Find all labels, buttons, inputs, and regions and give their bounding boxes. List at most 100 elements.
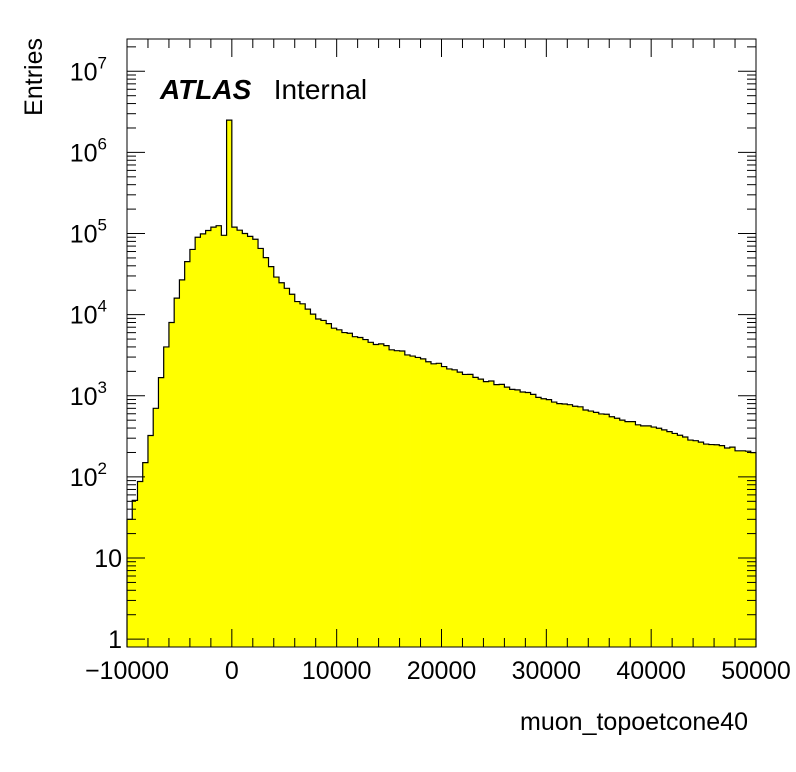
histogram-bar xyxy=(237,230,243,647)
histogram-bar xyxy=(352,336,359,647)
histogram-bar xyxy=(174,298,180,647)
histogram-bar xyxy=(703,444,710,647)
histogram-bar xyxy=(436,363,442,647)
histogram-bar xyxy=(572,406,579,647)
histogram-bar xyxy=(221,235,227,648)
histogram-bar xyxy=(493,384,500,647)
histogram-bar xyxy=(389,349,395,647)
histogram-bar xyxy=(205,230,212,648)
histogram-bar xyxy=(451,369,458,647)
histogram-bar xyxy=(279,282,285,647)
histogram-bar xyxy=(619,420,626,647)
histogram-bar xyxy=(714,444,720,647)
histogram-bar xyxy=(504,387,511,647)
histogram-bar xyxy=(729,447,736,647)
histogram-bar xyxy=(661,429,668,647)
histogram-bar xyxy=(294,301,301,647)
histogram-bar xyxy=(588,411,594,647)
y-tick-label: 104 xyxy=(70,297,107,330)
histogram-bar xyxy=(624,421,631,647)
x-tick-label: −10000 xyxy=(85,657,169,685)
internal-label: Internal xyxy=(274,74,367,105)
histogram-bar xyxy=(693,440,699,647)
histogram-bar xyxy=(672,433,678,647)
y-tick-exponent: 4 xyxy=(98,297,107,316)
y-tick-exponent: 7 xyxy=(98,53,107,72)
histogram-bar xyxy=(446,368,453,647)
atlas-label: ATLAS Internal xyxy=(159,74,367,105)
histogram-bar xyxy=(362,339,369,647)
histogram-bar xyxy=(651,427,657,647)
histogram-bar xyxy=(404,354,411,647)
histogram-bar xyxy=(189,249,196,647)
histogram-bar xyxy=(677,435,684,647)
histogram-bar xyxy=(520,391,526,647)
histogram-bar xyxy=(168,322,175,647)
histogram-bar xyxy=(231,227,238,647)
y-tick-exponent: 2 xyxy=(98,459,107,478)
histogram-bar xyxy=(499,384,505,647)
histogram-bar xyxy=(551,402,558,647)
histogram-bar xyxy=(179,279,186,647)
histogram-bar xyxy=(394,350,400,647)
y-tick-exponent: 5 xyxy=(98,216,107,235)
histogram-bar xyxy=(567,404,573,647)
y-tick-exponent: 3 xyxy=(98,378,107,397)
histogram-bar xyxy=(368,342,374,647)
histogram-bar xyxy=(357,337,364,647)
histogram-bar xyxy=(184,261,191,647)
histogram-bar xyxy=(147,435,154,647)
histogram-bar xyxy=(258,248,264,647)
histogram-bar xyxy=(127,519,133,647)
y-tick-label: 10 xyxy=(94,545,122,573)
histogram-bar xyxy=(687,440,694,647)
histogram-bar xyxy=(315,318,322,647)
histogram-bar xyxy=(347,333,353,647)
x-axis-title: muon_topoetcone40 xyxy=(520,708,748,736)
histogram-bar xyxy=(216,225,222,647)
histogram-bar xyxy=(546,399,552,647)
histogram-bar xyxy=(153,408,159,647)
x-tick-label: 0 xyxy=(225,657,239,685)
histogram-bar xyxy=(273,277,280,647)
histogram-bar xyxy=(284,288,290,647)
histogram-bar xyxy=(740,450,746,647)
histogram-bar xyxy=(132,500,138,647)
histogram-bar xyxy=(598,413,605,647)
histogram-bar xyxy=(719,445,725,647)
histogram-bar xyxy=(142,462,149,647)
y-tick-label: 106 xyxy=(70,134,107,167)
histogram-bar xyxy=(541,398,547,647)
histogram-bar xyxy=(472,377,479,647)
histogram-bar xyxy=(630,421,636,647)
histogram-bar xyxy=(326,323,332,647)
histogram-bar xyxy=(137,481,144,647)
y-tick-exponent: 6 xyxy=(98,134,107,153)
histogram-bar xyxy=(163,346,170,647)
y-tick-label: 103 xyxy=(70,378,107,411)
histogram-bar xyxy=(735,450,741,647)
histogram-bar xyxy=(509,389,516,647)
histogram-bar xyxy=(483,381,490,647)
x-tick-label: 30000 xyxy=(512,657,582,685)
histogram-bar xyxy=(698,442,704,647)
histogram-bar xyxy=(420,358,427,647)
histogram-bar xyxy=(226,120,233,647)
histogram-bar xyxy=(252,239,259,647)
histogram-bar xyxy=(289,294,296,647)
histogram-bar xyxy=(320,320,327,647)
histogram-bar xyxy=(331,328,338,647)
histogram-bar xyxy=(724,448,731,647)
histogram-bar xyxy=(457,372,463,647)
histogram-bar xyxy=(467,374,474,647)
histogram-bar xyxy=(425,361,432,647)
histogram-bar xyxy=(708,444,715,647)
histogram-bar xyxy=(745,451,752,647)
histogram-bar xyxy=(635,424,642,647)
histogram-bar xyxy=(682,437,689,647)
histogram-bar xyxy=(195,237,201,648)
x-tick-label: 40000 xyxy=(616,657,686,685)
histogram-bar xyxy=(441,366,448,647)
histogram-bar xyxy=(310,314,317,647)
